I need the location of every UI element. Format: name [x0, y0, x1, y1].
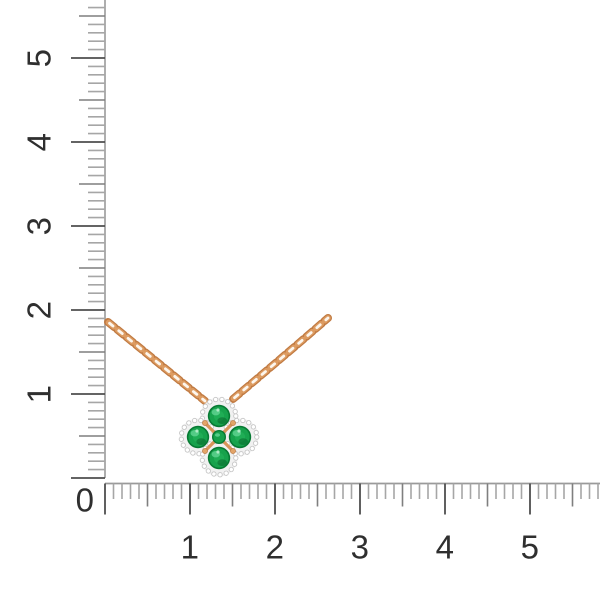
ruler-number: 3 [20, 216, 58, 236]
emerald-stone-left [186, 425, 210, 449]
pendant-gold-prongs [202, 420, 236, 454]
emerald-stone-right [228, 425, 252, 449]
necklace-chain-right [229, 314, 332, 403]
necklace-chain-left [104, 318, 209, 405]
left-ruler-ticks [71, 6, 105, 479]
ruler-number: 2 [20, 300, 58, 320]
ruler-origin-label: 0 [75, 481, 95, 519]
ruler-number: 3 [350, 528, 370, 566]
bottom-ruler [104, 482, 600, 515]
left-ruler [71, 0, 106, 479]
pendant [180, 398, 259, 477]
ruler-number: 5 [520, 528, 540, 566]
emerald-stone-bottom [207, 446, 231, 470]
ruler-number: 5 [20, 48, 58, 68]
ruler-number: 4 [435, 528, 455, 566]
ruler-number: 2 [265, 528, 285, 566]
emerald-stone-top [207, 404, 231, 428]
ruler-number: 1 [180, 528, 200, 566]
necklace [104, 314, 332, 477]
ruler-number: 1 [20, 384, 58, 404]
pendant-center-stone [212, 430, 226, 444]
ruler-number: 4 [20, 132, 58, 152]
bottom-ruler-ticks [104, 483, 599, 515]
